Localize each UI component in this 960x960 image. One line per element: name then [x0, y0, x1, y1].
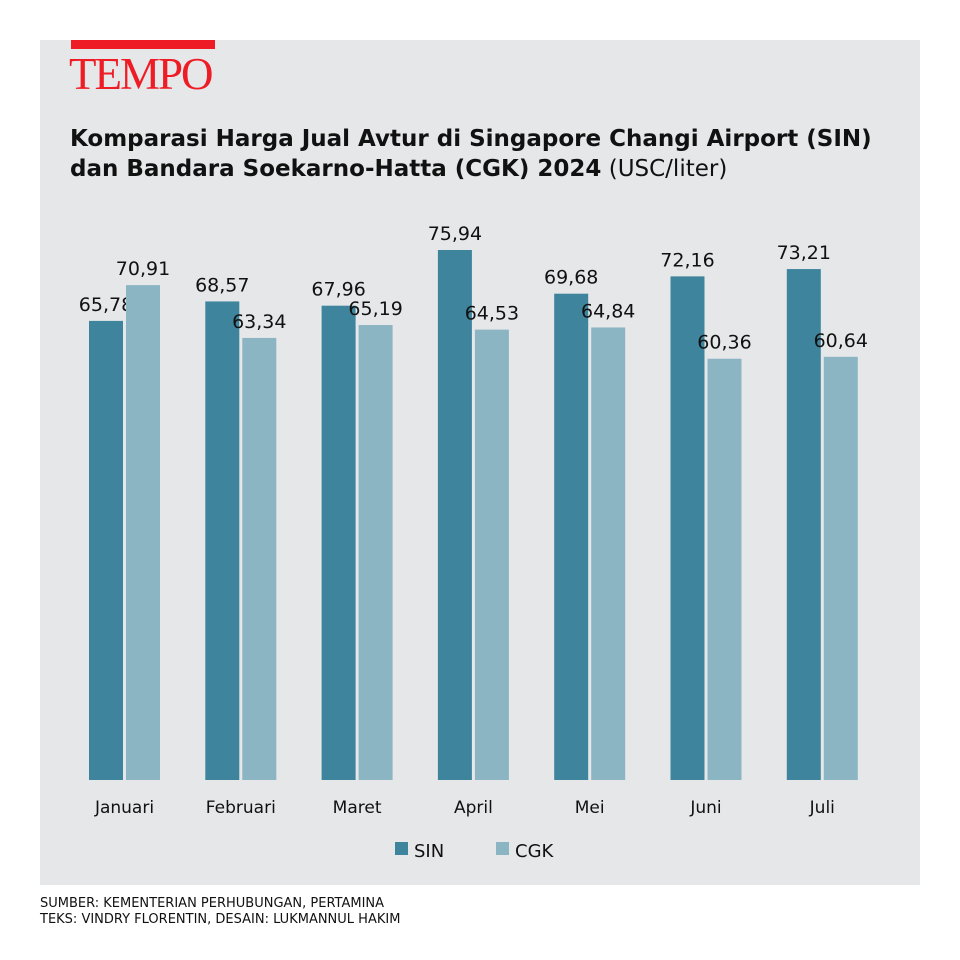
data-label: 75,94 — [428, 223, 482, 245]
data-label: 60,36 — [697, 332, 751, 354]
data-label: 68,57 — [195, 274, 249, 296]
bar-cgk-juli — [823, 356, 858, 780]
bar-sin-juli — [786, 269, 821, 780]
title-unit: (USC/liter) — [608, 156, 728, 182]
data-label: 60,64 — [814, 330, 868, 352]
bar-sin-juni — [670, 276, 705, 780]
bar-cgk-april — [474, 329, 509, 780]
legend-label-sin: SIN — [414, 841, 444, 862]
data-label: 65,78 — [79, 294, 133, 316]
bar-sin-februari — [205, 301, 240, 780]
data-label: 64,84 — [581, 300, 635, 322]
legend-swatch-cgk — [496, 842, 509, 855]
bar-cgk-maret — [358, 325, 393, 780]
bar-sin-januari — [89, 320, 123, 780]
bar-sin-april — [437, 250, 472, 780]
data-label: 69,68 — [544, 267, 598, 289]
bar-cgk-mei — [591, 327, 626, 780]
data-label: 65,19 — [348, 298, 402, 320]
x-tick-label: Juli — [809, 798, 835, 818]
x-tick-label: April — [454, 798, 493, 818]
logo-bar — [71, 40, 215, 49]
data-label: 67,96 — [311, 279, 365, 301]
tempo-logo: TEMPO — [69, 49, 214, 99]
x-tick-label: Februari — [206, 798, 276, 818]
x-tick-label: Juni — [689, 798, 721, 818]
credits-text: TEKS: VINDRY FLORENTIN, DESAIN: LUKMANNU… — [40, 912, 401, 927]
data-label: 70,91 — [116, 258, 170, 280]
x-tick-label: Maret — [333, 798, 382, 818]
x-tick-label: Mei — [575, 798, 605, 818]
data-label: 72,16 — [660, 249, 714, 271]
data-label: 63,34 — [232, 311, 286, 333]
bar-sin-maret — [321, 305, 356, 780]
bar-cgk-juni — [707, 358, 742, 780]
data-label: 73,21 — [777, 242, 831, 264]
legend-swatch-sin — [395, 842, 408, 855]
data-label: 64,53 — [465, 303, 519, 325]
legend-label-cgk: CGK — [515, 841, 555, 862]
chart-title: Komparasi Harga Jual Avtur di Singapore … — [70, 124, 910, 184]
bar-cgk-februari — [242, 337, 277, 780]
x-tick-label: Januari — [94, 798, 154, 818]
bar-sin-mei — [554, 293, 589, 780]
source-text: SUMBER: KEMENTERIAN PERHUBUNGAN, PERTAMI… — [40, 896, 385, 911]
bar-cgk-januari — [126, 285, 160, 780]
title-main: Komparasi Harga Jual Avtur di Singapore … — [70, 126, 872, 182]
